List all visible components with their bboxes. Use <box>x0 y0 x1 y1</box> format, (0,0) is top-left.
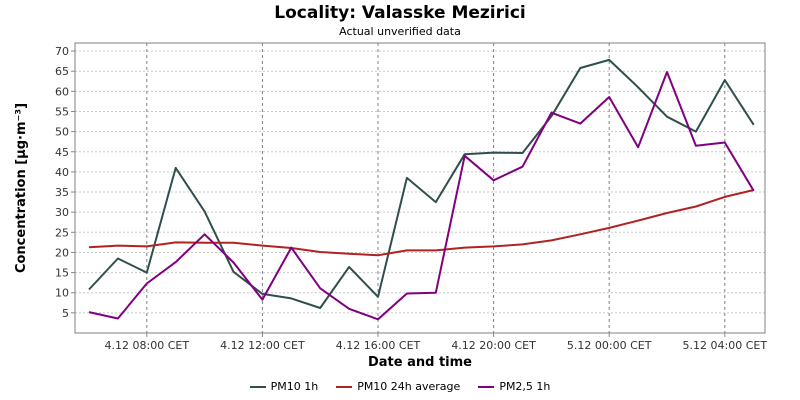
x-tick-labels: 4.12 08:00 CET 4.12 12:00 CET 4.12 16:00 C… <box>105 339 768 352</box>
legend-item: PM2,5 1h <box>478 380 550 393</box>
y-tick-label: 70 <box>55 45 69 58</box>
y-tick-label: 20 <box>55 246 69 259</box>
plot-border <box>74 42 766 334</box>
x-tick-label: 5.12 04:00 CET <box>683 339 768 352</box>
legend-label: PM10 1h <box>270 380 319 393</box>
x-tick-label: 4.12 12:00 CET <box>220 339 305 352</box>
y-tick-label: 60 <box>55 85 69 98</box>
x-axis-label: Date and time <box>368 355 472 370</box>
x-tick-label: 4.12 20:00 CET <box>451 339 536 352</box>
series-line-pm2-5-1h <box>88 71 755 321</box>
series-line-pm10-1h <box>88 58 755 309</box>
legend-item: PM10 24h average <box>336 380 460 393</box>
series-line-pm10-24h-average <box>88 189 754 257</box>
y-tick-label: 30 <box>55 206 69 219</box>
chart-legend: PM10 1h PM10 24h average PM2,5 1h <box>0 380 800 393</box>
y-tick-label: 35 <box>55 186 69 199</box>
y-axis-label: Concentration [µg·m⁻³] <box>14 103 29 273</box>
y-tick-label: 5 <box>62 307 69 320</box>
y-tick-label: 65 <box>55 65 69 78</box>
y-tick-label: 40 <box>55 166 69 179</box>
grid-lines <box>75 43 765 333</box>
legend-label: PM10 24h average <box>357 380 461 393</box>
y-tick-labels: 5 10 15 20 25 30 35 40 45 50 55 60 65 70 <box>55 45 69 320</box>
chart-subtitle: Actual unverified data <box>339 25 461 38</box>
legend-swatch <box>478 385 495 388</box>
series-lines <box>88 58 755 321</box>
y-tick-label: 55 <box>55 105 69 118</box>
y-tick-label: 10 <box>55 287 69 300</box>
legend-swatch <box>336 385 353 388</box>
chart-title: Locality: Valasske Mezirici <box>274 3 525 23</box>
y-tick-label: 15 <box>55 267 69 280</box>
legend-label: PM2,5 1h <box>499 380 551 393</box>
y-tick-label: 25 <box>55 226 69 239</box>
y-tick-label: 45 <box>55 146 69 159</box>
x-tick-label: 4.12 16:00 CET <box>336 339 421 352</box>
axes <box>71 42 766 337</box>
legend-swatch <box>249 385 266 388</box>
legend-item: PM10 1h <box>249 380 319 393</box>
x-tick-label: 4.12 08:00 CET <box>105 339 190 352</box>
y-tick-label: 50 <box>55 126 69 139</box>
x-tick-label: 5.12 00:00 CET <box>567 339 652 352</box>
